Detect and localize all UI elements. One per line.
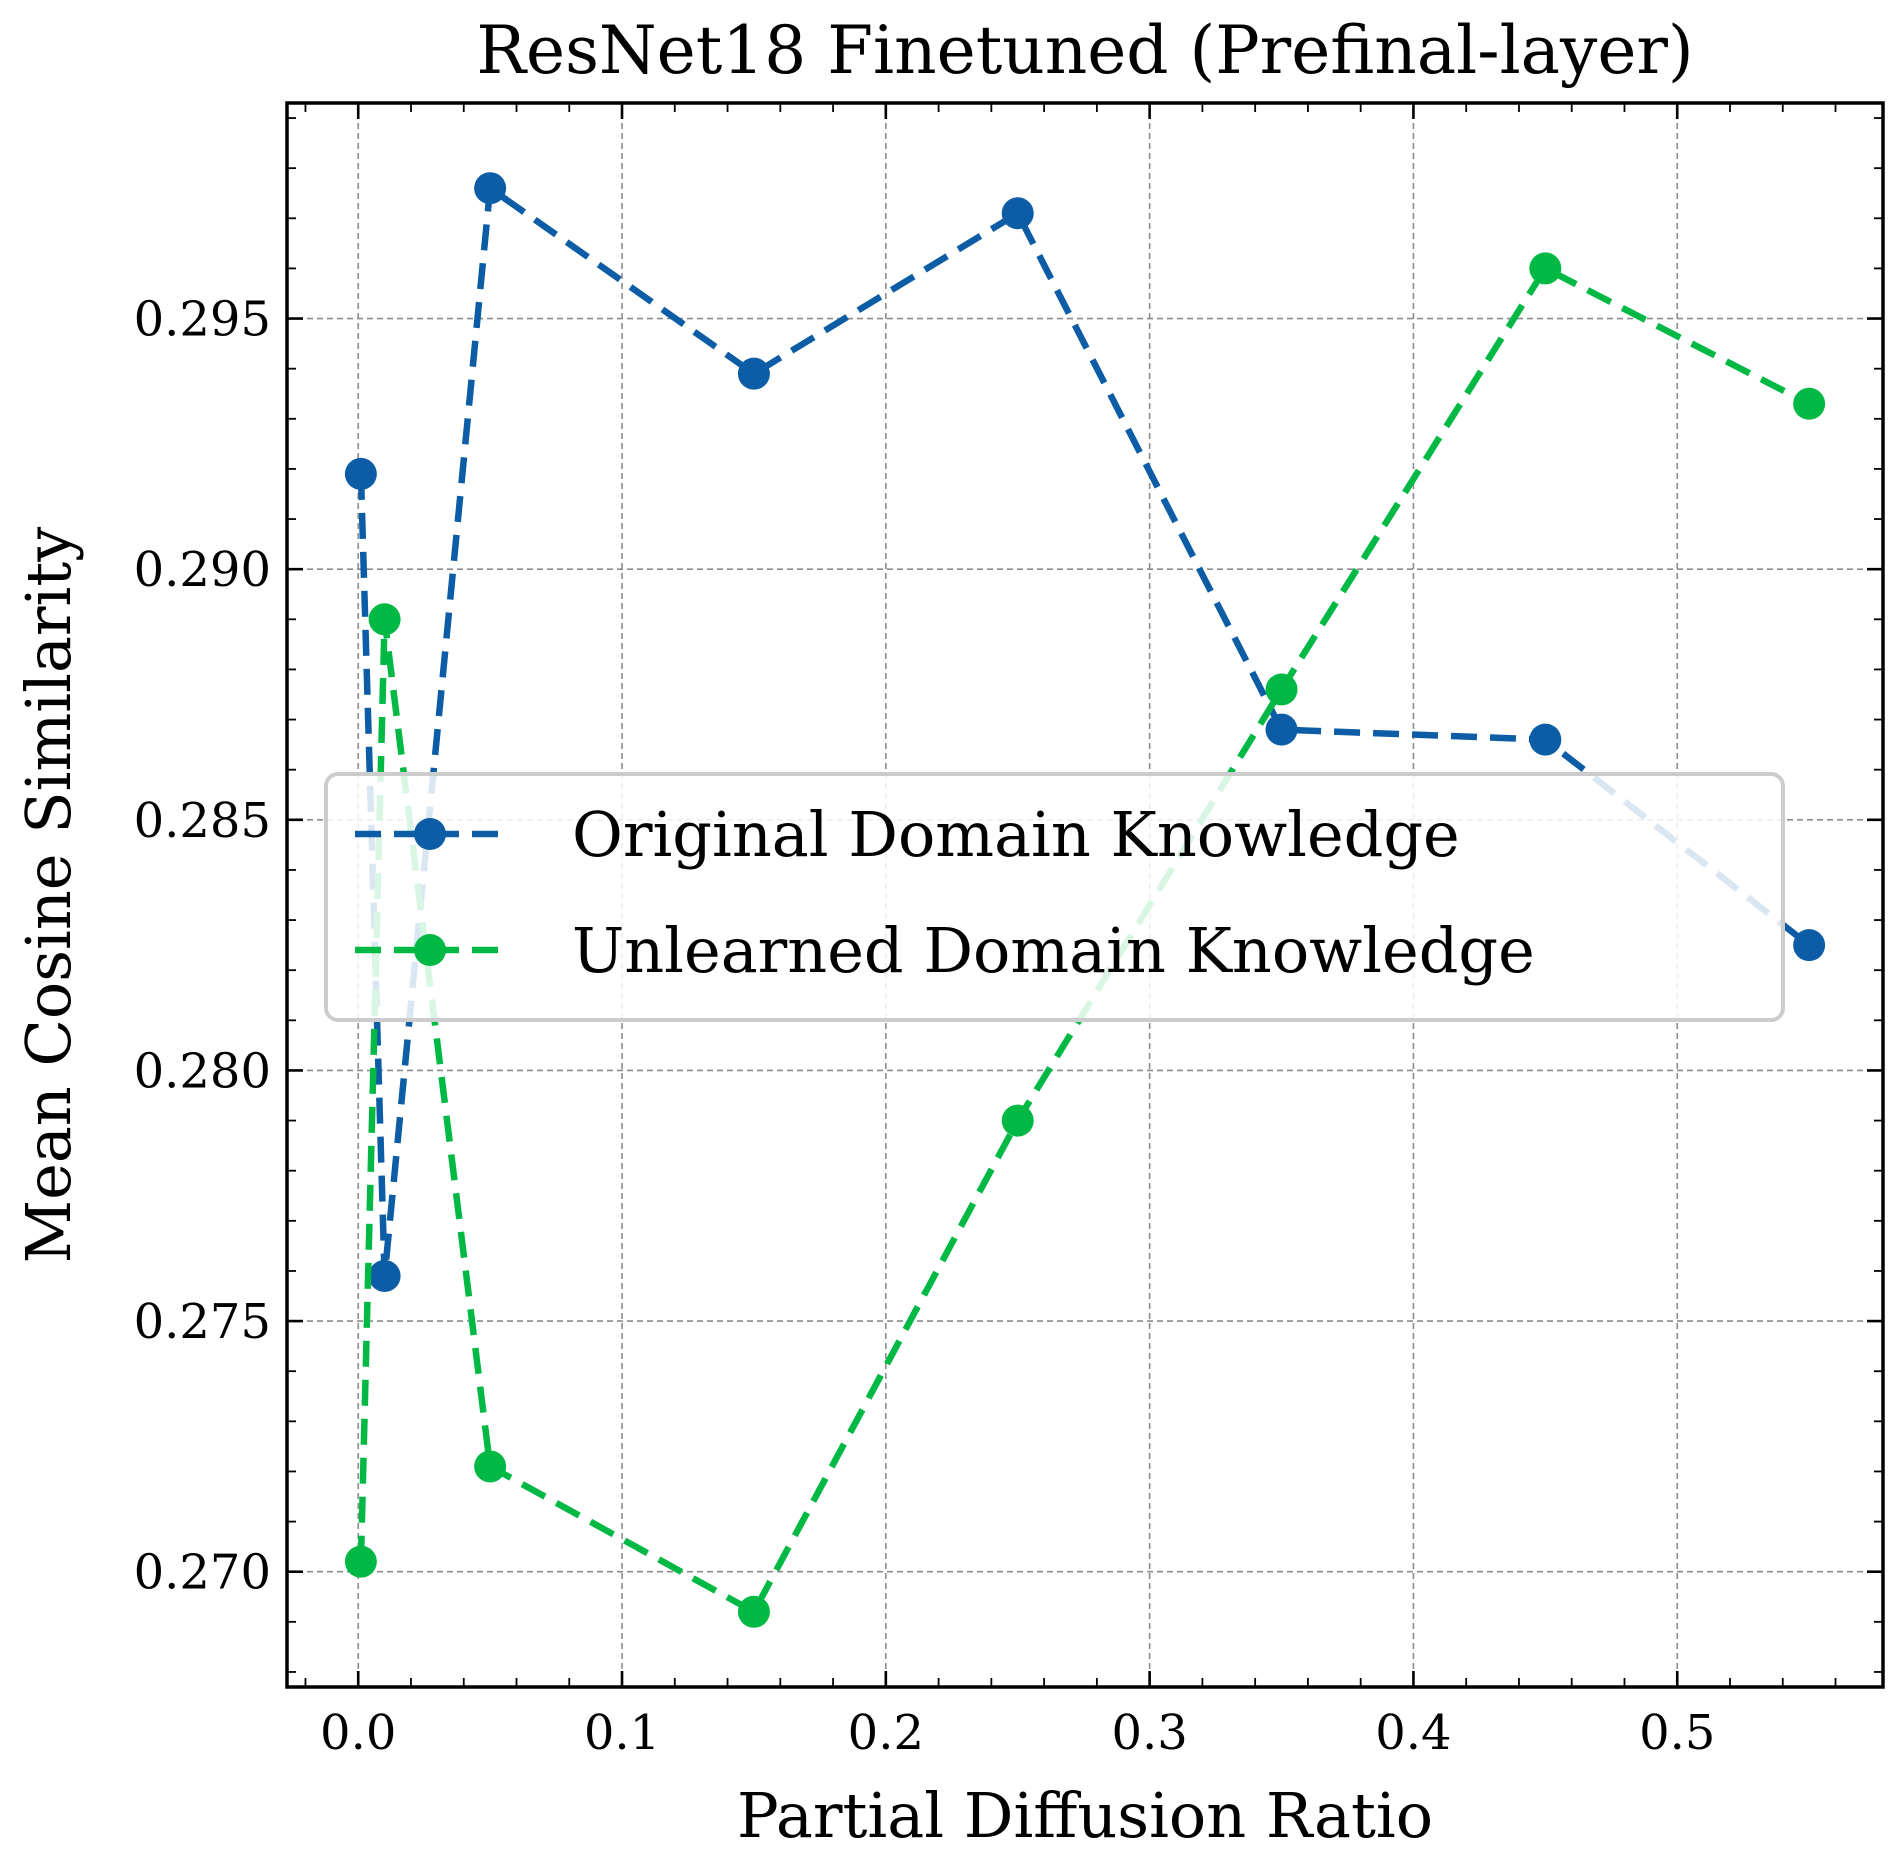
data-point: [1001, 1104, 1034, 1137]
data-point: [1529, 723, 1562, 756]
x-tick-label: 0.4: [1375, 1705, 1451, 1761]
data-point: [474, 172, 507, 205]
x-tick-label: 0.1: [584, 1705, 660, 1761]
legend: Original Domain Knowledge Unlearned Doma…: [324, 772, 1785, 1022]
y-tick-label: 0.280: [134, 1043, 271, 1099]
data-point: [344, 457, 377, 490]
legend-marker-unlearned: [414, 934, 446, 966]
data-point: [1265, 673, 1298, 706]
y-tick-label: 0.285: [134, 793, 271, 849]
data-point: [368, 603, 401, 636]
y-axis-label: Mean Cosine Similarity: [12, 527, 85, 1264]
data-point: [1793, 929, 1826, 962]
data-point: [368, 1259, 401, 1292]
y-tick-label: 0.270: [134, 1545, 271, 1601]
series-line-0: [357, 182, 1812, 1277]
x-tick-label: 0.0: [320, 1705, 396, 1761]
series-layer: [344, 172, 1826, 1628]
data-point: [1793, 387, 1826, 420]
legend-label-unlearned: Unlearned Domain Knowledge: [572, 914, 1535, 987]
y-tick-label: 0.290: [134, 542, 271, 598]
data-point: [1001, 197, 1034, 230]
data-point: [1265, 713, 1298, 746]
legend-label-original: Original Domain Knowledge: [572, 798, 1460, 871]
series-line-1: [357, 264, 1811, 1617]
y-tick-label: 0.275: [134, 1294, 271, 1350]
chart-title: ResNet18 Finetuned (Prefinal-layer): [476, 12, 1693, 89]
data-point: [474, 1450, 507, 1483]
x-tick-label: 0.2: [848, 1705, 924, 1761]
x-tick-label: 0.3: [1111, 1705, 1187, 1761]
plot-frame: [285, 101, 1885, 1689]
x-tick-label: 0.5: [1639, 1705, 1715, 1761]
data-point: [344, 1545, 377, 1578]
data-point: [1529, 252, 1562, 285]
legend-box: [324, 772, 1785, 1022]
x-axis-label: Partial Diffusion Ratio: [737, 1779, 1433, 1852]
data-point: [737, 1595, 770, 1628]
data-point: [737, 357, 770, 390]
y-tick-label: 0.295: [134, 292, 271, 348]
legend-marker-original: [414, 818, 446, 850]
